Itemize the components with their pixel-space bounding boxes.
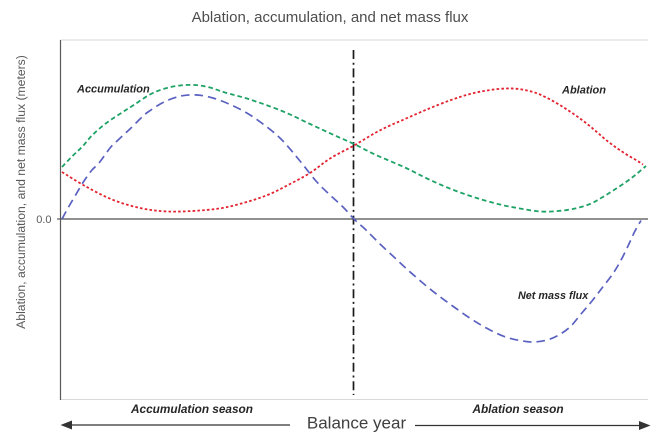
svg-text:Accumulation season: Accumulation season	[130, 402, 253, 416]
svg-text:Balance year: Balance year	[307, 414, 407, 433]
svg-text:Ablation, accumulation, and ne: Ablation, accumulation, and net mass flu…	[14, 55, 28, 329]
svg-text:Ablation, accumulation, and ne: Ablation, accumulation, and net mass flu…	[192, 9, 469, 26]
svg-text:Net mass flux: Net mass flux	[518, 290, 589, 302]
svg-text:Ablation season: Ablation season	[471, 402, 563, 416]
svg-text:0.0: 0.0	[36, 214, 51, 226]
svg-text:Accumulation: Accumulation	[76, 84, 150, 96]
svg-text:Ablation: Ablation	[561, 85, 606, 97]
